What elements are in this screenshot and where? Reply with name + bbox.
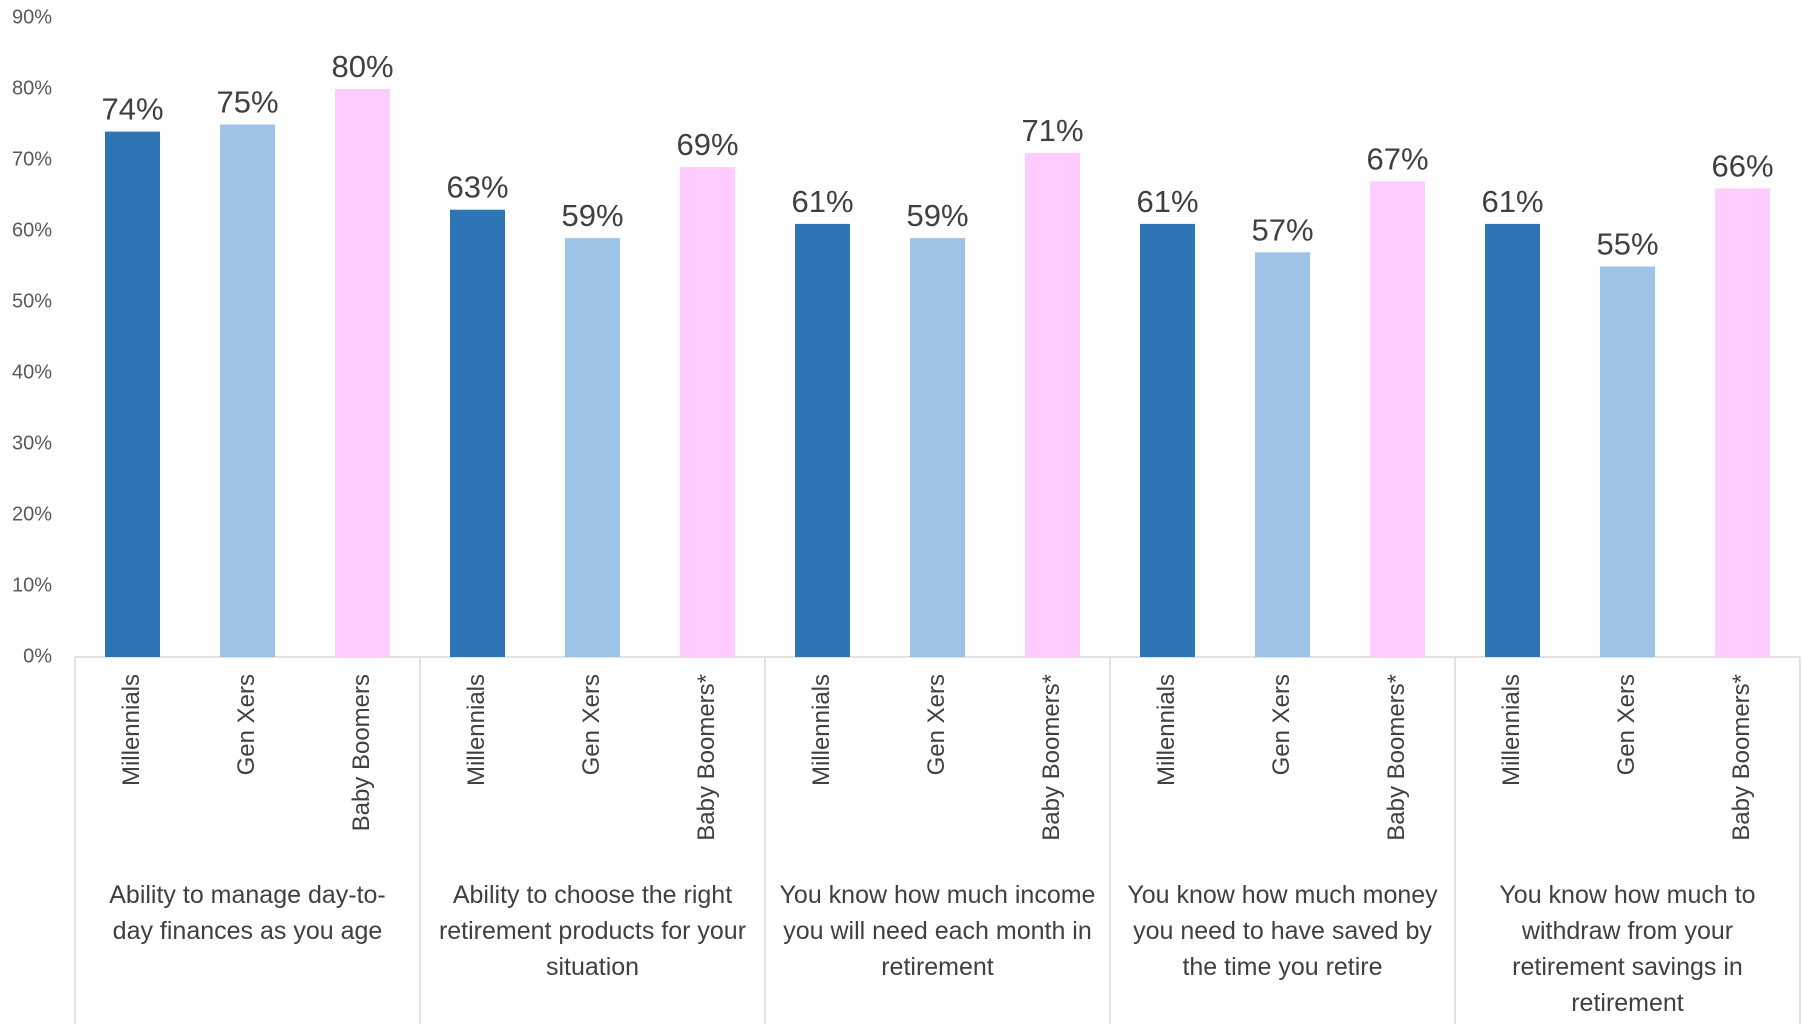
group-label-line: you will need each month in <box>783 917 1092 945</box>
category-label: Gen Xers <box>578 674 605 775</box>
bar <box>220 124 275 657</box>
category-label: Baby Boomers* <box>693 674 720 841</box>
data-label: 75% <box>216 85 278 120</box>
category-label: Baby Boomers* <box>1383 674 1410 841</box>
group-label-line: You know how much to <box>1499 881 1755 909</box>
data-label: 57% <box>1251 212 1313 247</box>
y-tick-label: 20% <box>12 503 52 525</box>
bar <box>680 167 735 657</box>
bar <box>1025 152 1080 657</box>
bar <box>1600 266 1655 657</box>
category-label: Gen Xers <box>1268 674 1295 775</box>
group-label-line: Ability to choose the right <box>453 881 732 909</box>
group-label-line: the time you retire <box>1182 953 1382 981</box>
bar <box>1715 188 1770 657</box>
data-label: 59% <box>906 198 968 233</box>
group-label-line: Ability to manage day-to- <box>109 881 386 909</box>
group-label-line: situation <box>546 953 639 981</box>
category-label: Millennials <box>118 674 145 786</box>
bar <box>795 223 850 657</box>
category-label: Baby Boomers* <box>1728 674 1755 841</box>
bar <box>1370 181 1425 658</box>
category-label: Millennials <box>1153 674 1180 786</box>
data-label: 61% <box>791 184 853 219</box>
group-label-line: withdraw from your <box>1521 917 1733 945</box>
data-label: 67% <box>1366 141 1428 176</box>
category-label: Gen Xers <box>923 674 950 775</box>
y-tick-label: 40% <box>12 361 52 383</box>
bar <box>335 89 390 657</box>
bar <box>910 238 965 657</box>
category-label: Millennials <box>1498 674 1525 786</box>
bar <box>1255 252 1310 658</box>
group-label-line: retirement <box>881 953 994 981</box>
data-label: 55% <box>1596 227 1658 262</box>
group-label-line: retirement <box>1571 989 1684 1017</box>
category-label: Baby Boomers <box>348 674 375 831</box>
y-tick-label: 80% <box>12 77 52 99</box>
category-label: Millennials <box>808 674 835 786</box>
bar <box>450 209 505 657</box>
group-label-line: you need to have saved by <box>1133 917 1432 945</box>
group-label-line: retirement products for your <box>439 917 746 945</box>
y-tick-label: 50% <box>12 290 52 312</box>
category-label: Gen Xers <box>1613 674 1640 775</box>
category-label: Millennials <box>463 674 490 786</box>
group-label-line: You know how much money <box>1127 881 1438 909</box>
category-label: Gen Xers <box>233 674 260 775</box>
bar <box>565 238 620 657</box>
y-tick-label: 70% <box>12 148 52 170</box>
data-label: 59% <box>561 198 623 233</box>
data-label: 80% <box>331 49 393 84</box>
category-label: Baby Boomers* <box>1038 674 1065 841</box>
y-tick-label: 0% <box>23 645 52 667</box>
y-tick-label: 10% <box>12 574 52 596</box>
data-label: 69% <box>676 127 738 162</box>
data-label: 61% <box>1136 184 1198 219</box>
data-label: 66% <box>1711 148 1773 183</box>
data-label: 63% <box>446 170 508 205</box>
group-label-line: day finances as you age <box>113 917 383 945</box>
group-label-line: retirement savings in <box>1512 953 1743 981</box>
data-label: 74% <box>101 92 163 127</box>
bar <box>1485 223 1540 657</box>
bar <box>1140 223 1195 657</box>
data-label: 71% <box>1021 113 1083 148</box>
bar <box>105 131 160 658</box>
data-label: 61% <box>1481 184 1543 219</box>
group-label-line: You know how much income <box>780 881 1096 909</box>
y-tick-label: 30% <box>12 432 52 454</box>
y-tick-label: 60% <box>12 219 52 241</box>
y-tick-label: 90% <box>12 6 52 28</box>
